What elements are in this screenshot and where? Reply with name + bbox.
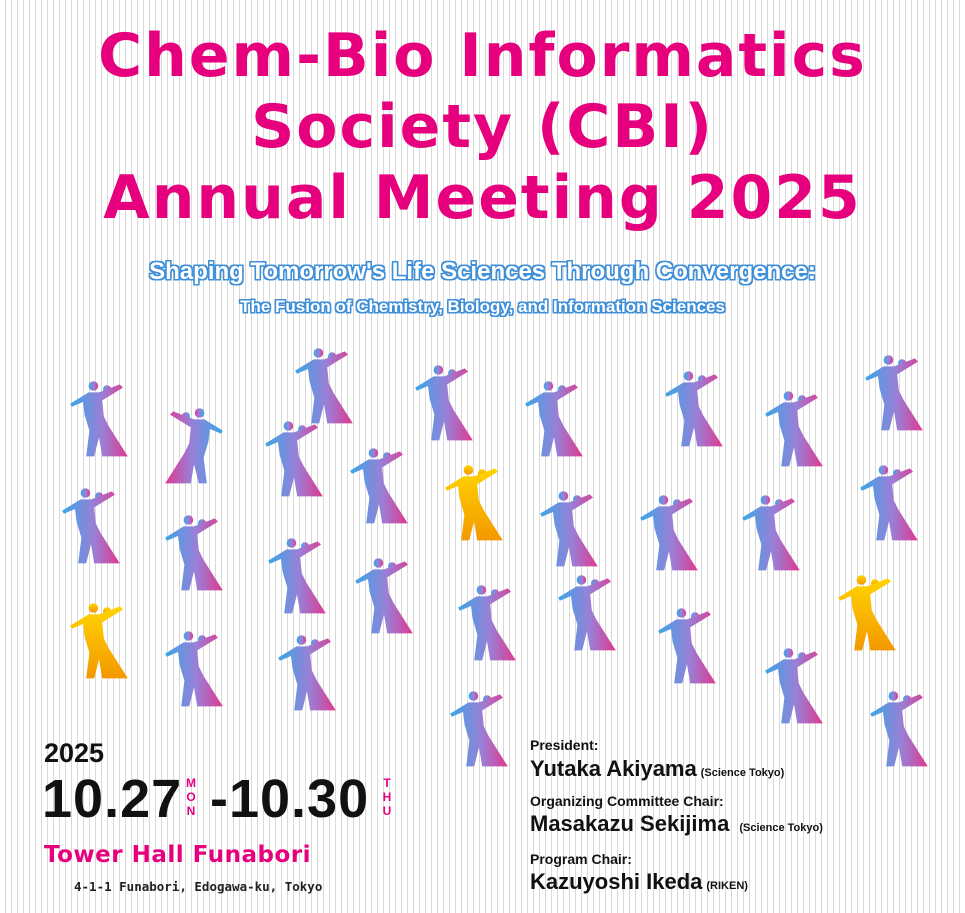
dancer-couple-icon [658, 608, 716, 684]
start-day-of-week: MON [184, 776, 198, 818]
dancer-couple-icon [350, 448, 408, 524]
dancer-couple-icon [295, 348, 353, 424]
dancer-couple-icon [450, 691, 508, 767]
start-date: 10.27 [42, 769, 183, 829]
dancer-couple-icon [742, 495, 800, 571]
organizing-chair-role: Organizing Committee Chair: [530, 793, 724, 809]
president-name-line: Yutaka Akiyama (Science Tokyo) [530, 756, 784, 782]
date-separator: - [210, 769, 229, 829]
dancer-couple-icon [860, 465, 918, 541]
dancer-couple-icon [640, 495, 698, 571]
organizing-chair-name: Masakazu Sekijima [530, 811, 730, 836]
dancer-couple-icon [445, 465, 503, 541]
president-role: President: [530, 737, 599, 753]
dancer-couple-icon [62, 488, 120, 564]
program-chair-affiliation: (RIKEN) [706, 880, 748, 892]
president-name: Yutaka Akiyama [530, 756, 697, 781]
venue-name: Tower Hall Funabori [44, 842, 312, 868]
dancer-couple-icon [870, 691, 928, 767]
subtitle-line-1: Shaping Tomorrow's Life Sciences Through… [149, 258, 816, 285]
end-dow-text: THU [382, 776, 392, 818]
end-date-group: -10.30 [210, 770, 369, 828]
title-line-2: Society (CBI) [251, 92, 714, 162]
start-dow-text: MON [186, 776, 196, 818]
dancer-couple-icon [70, 603, 128, 679]
title-line-3: Annual Meeting 2025 [103, 163, 862, 233]
event-year: 2025 [44, 738, 105, 768]
dancer-couple-icon [278, 635, 336, 711]
dancer-couple-icon [765, 391, 823, 467]
dancer-couple-icon [558, 575, 616, 651]
organizing-chair-name-line: Masakazu Sekijima (Science Tokyo) [530, 811, 823, 837]
title-line-1: Chem-Bio Informatics [98, 21, 867, 91]
dancer-couple-icon [665, 371, 723, 447]
venue-address: 4-1-1 Funabori, Edogawa-ku, Tokyo [74, 879, 323, 894]
dancer-couple-icon [165, 408, 223, 484]
dancer-couple-icon [458, 585, 516, 661]
program-chair-name-line: Kazuyoshi Ikeda (RIKEN) [530, 869, 748, 895]
dancer-couple-icon [268, 538, 326, 614]
dancer-couple-icon [838, 575, 896, 651]
dancer-couple-icon [540, 491, 598, 567]
dancer-couple-icon [165, 631, 223, 707]
program-chair-name: Kazuyoshi Ikeda [530, 869, 703, 894]
dancer-couple-icon [70, 381, 128, 457]
organizing-chair-affiliation: (Science Tokyo) [739, 822, 823, 834]
dancer-couple-icon [415, 365, 473, 441]
dancer-couple-icon [865, 355, 923, 431]
subtitle-line-2: The Fusion of Chemistry, Biology, and In… [240, 297, 725, 316]
dancer-couple-icon [355, 558, 413, 634]
dancer-couple-icon [165, 515, 223, 591]
dancer-couple-icon [525, 381, 583, 457]
end-date: 10.30 [228, 769, 370, 829]
president-affiliation: (Science Tokyo) [700, 767, 785, 779]
end-day-of-week: THU [380, 776, 394, 818]
program-chair-role: Program Chair: [530, 851, 632, 867]
dancer-couple-icon [765, 648, 823, 724]
dancer-couple-icon [265, 421, 323, 497]
